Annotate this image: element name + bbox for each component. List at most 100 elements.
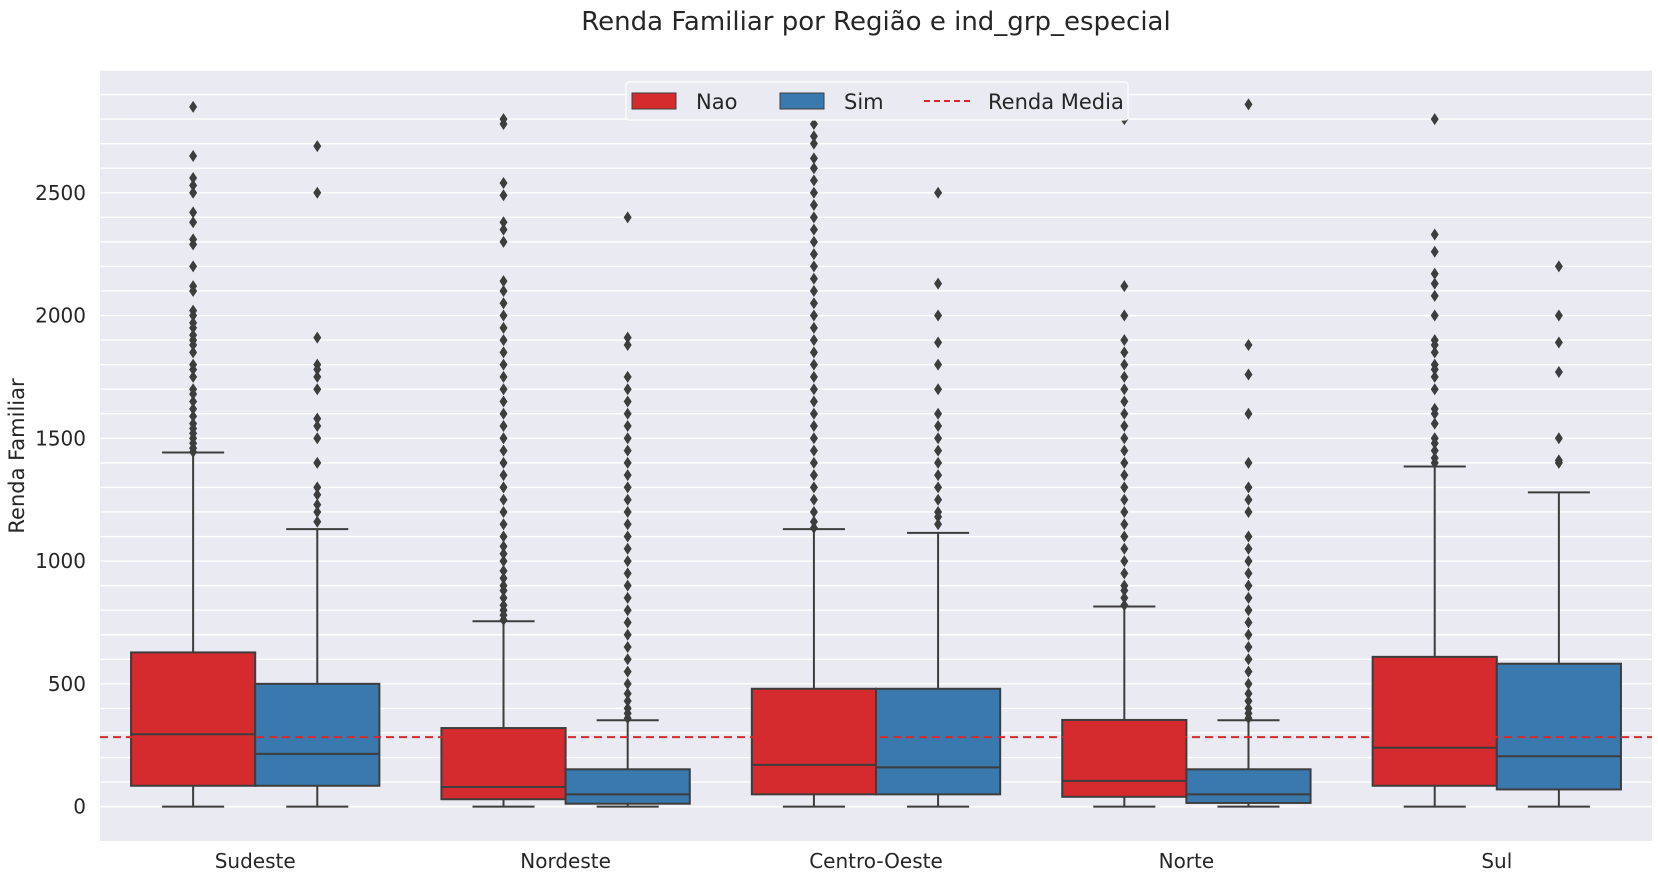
outlier-point	[1244, 567, 1253, 580]
outlier-point	[809, 444, 818, 457]
outlier-point	[1430, 444, 1439, 457]
outlier-point	[809, 395, 818, 408]
outlier-point	[623, 469, 632, 482]
outlier-point	[1244, 653, 1253, 666]
outlier-point	[1430, 432, 1439, 445]
outlier-point	[499, 383, 508, 396]
outlier-point	[1244, 641, 1253, 654]
outlier-point	[313, 505, 322, 518]
outlier-point	[1430, 346, 1439, 359]
outlier-point	[499, 223, 508, 236]
outlier-point	[809, 130, 818, 143]
outlier-point	[313, 331, 322, 344]
outlier-point	[623, 555, 632, 568]
outlier-point	[623, 530, 632, 543]
legend-swatch	[631, 92, 677, 110]
outlier-point	[499, 297, 508, 310]
x-tick-label: Centro-Oeste	[809, 849, 943, 873]
outlier-point	[1120, 567, 1129, 580]
outlier-point	[189, 149, 198, 162]
outlier-point	[623, 518, 632, 531]
outlier-point	[623, 687, 632, 700]
x-tick-label: Sul	[1481, 849, 1512, 873]
outlier-point	[934, 358, 943, 371]
outlier-point	[934, 420, 943, 433]
outlier-point	[189, 346, 198, 359]
outlier-point	[1554, 260, 1563, 273]
x-tick-label: Sudeste	[215, 849, 296, 873]
outlier-point	[623, 542, 632, 555]
outlier-point	[189, 233, 198, 246]
outlier-point	[499, 481, 508, 494]
outlier-point	[1244, 505, 1253, 518]
outlier-point	[189, 316, 198, 329]
outlier-point	[623, 339, 632, 352]
outlier-point	[809, 137, 818, 150]
outlier-point	[623, 653, 632, 666]
outlier-point	[189, 206, 198, 219]
outlier-point	[809, 420, 818, 433]
outlier-point	[499, 275, 508, 288]
y-tick-label: 500	[48, 672, 86, 696]
legend-box	[625, 81, 1129, 121]
outlier-point	[499, 572, 508, 585]
outlier-point	[1120, 599, 1129, 612]
outlier-point	[1430, 334, 1439, 347]
outlier-point	[499, 113, 508, 126]
outlier-point	[809, 297, 818, 310]
outlier-point	[1244, 368, 1253, 381]
legend-swatch	[779, 92, 825, 110]
outlier-point	[1430, 113, 1439, 126]
outlier-point	[809, 235, 818, 248]
outlier-point	[623, 420, 632, 433]
outlier-point	[809, 162, 818, 175]
outlier-point	[809, 284, 818, 297]
outlier-point	[934, 186, 943, 199]
outlier-point	[189, 395, 198, 408]
box-group	[1371, 113, 1498, 808]
outlier-point	[189, 402, 198, 415]
outlier-point	[623, 579, 632, 592]
outlier-point	[1120, 370, 1129, 383]
outlier-point	[623, 481, 632, 494]
outlier-point	[189, 260, 198, 273]
y-tick-label: 2000	[35, 304, 86, 328]
outlier-point	[809, 118, 818, 131]
outlier-point	[499, 505, 508, 518]
box-iqr	[1495, 662, 1622, 791]
outlier-point	[499, 444, 508, 457]
outlier-point	[623, 591, 632, 604]
outlier-point	[809, 223, 818, 236]
outlier-point	[934, 407, 943, 420]
outlier-point	[1244, 530, 1253, 543]
outlier-point	[1244, 591, 1253, 604]
outlier-point	[623, 505, 632, 518]
outlier-point	[809, 481, 818, 494]
outlier-point	[499, 469, 508, 482]
outlier-point	[1244, 481, 1253, 494]
outlier-point	[1120, 420, 1129, 433]
outlier-point	[809, 432, 818, 445]
outlier-point	[1120, 542, 1129, 555]
outlier-point	[499, 456, 508, 469]
outlier-point	[499, 493, 508, 506]
outlier-point	[809, 358, 818, 371]
outlier-point	[313, 420, 322, 433]
outlier-point	[934, 277, 943, 290]
y-axis-label: Renda Familiar	[5, 378, 29, 534]
outlier-point	[809, 260, 818, 273]
outlier-point	[623, 677, 632, 690]
outlier-point	[499, 284, 508, 297]
outlier-point	[499, 321, 508, 334]
outlier-point	[1430, 402, 1439, 415]
outlier-point	[499, 547, 508, 560]
legend-label: Renda Media	[988, 90, 1124, 114]
box-iqr	[1371, 655, 1498, 787]
outlier-point	[1430, 277, 1439, 290]
outlier-point	[313, 186, 322, 199]
outlier-point	[1120, 481, 1129, 494]
outlier-point	[499, 216, 508, 229]
outlier-point	[809, 407, 818, 420]
outlier-point	[623, 567, 632, 580]
